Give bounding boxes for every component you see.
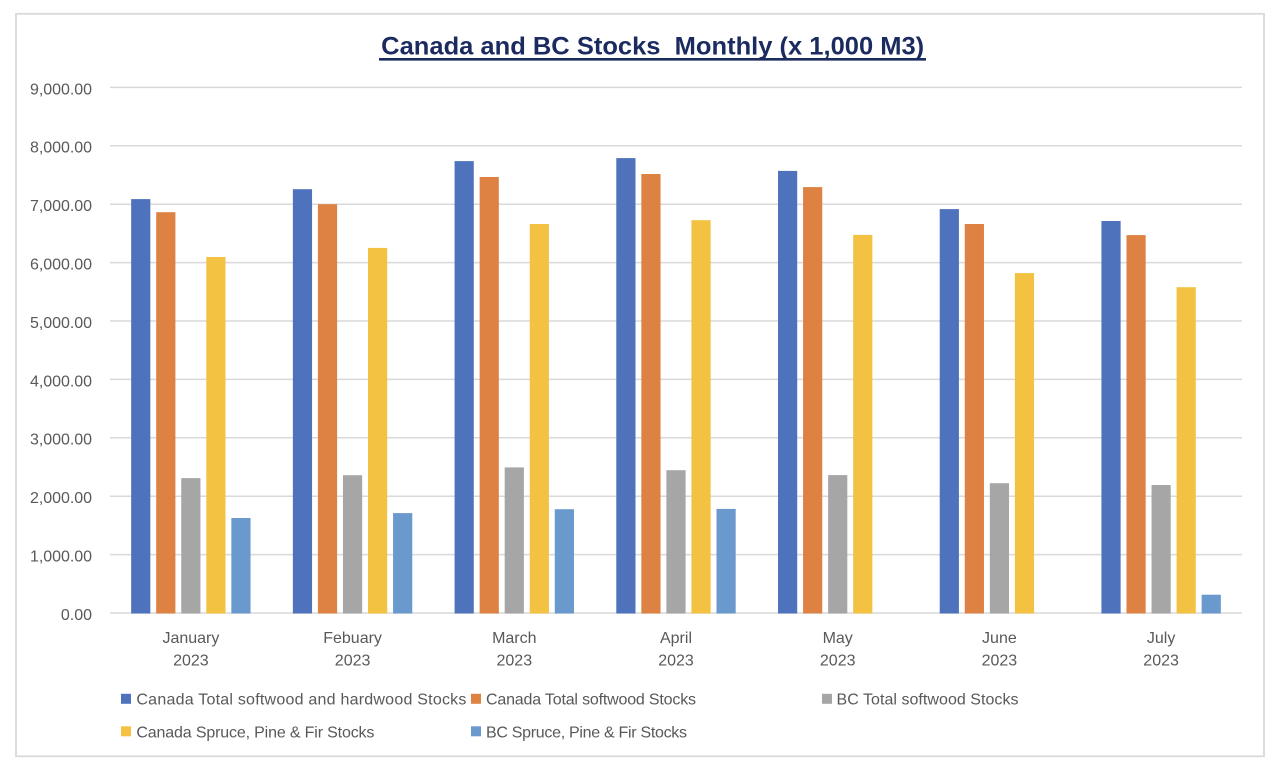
svg-text:6,000.00: 6,000.00 (30, 257, 92, 274)
svg-text:9,000.00: 9,000.00 (30, 81, 92, 98)
svg-text:2023: 2023 (982, 652, 1018, 669)
svg-text:January: January (162, 630, 219, 647)
svg-text:4,000.00: 4,000.00 (30, 373, 92, 390)
svg-text:8,000.00: 8,000.00 (30, 140, 92, 157)
svg-text:5,000.00: 5,000.00 (30, 315, 92, 332)
svg-text:June: June (982, 630, 1017, 647)
svg-text:March: March (492, 630, 536, 647)
svg-text:2023: 2023 (1143, 652, 1179, 669)
svg-text:2023: 2023 (820, 652, 856, 669)
svg-text:1,000.00: 1,000.00 (30, 549, 92, 566)
svg-text:Canada Spruce, Pine & Fir Stoc: Canada Spruce, Pine & Fir Stocks (136, 725, 374, 742)
svg-text:Canada Total softwood Stocks: Canada Total softwood Stocks (486, 691, 696, 708)
svg-text:Canada Total softwood and hard: Canada Total softwood and hardwood Stock… (136, 691, 466, 708)
svg-text:0.00: 0.00 (61, 607, 92, 624)
svg-text:BC Total softwood Stocks: BC Total softwood Stocks (837, 691, 1019, 708)
svg-text:Febuary: Febuary (323, 630, 382, 647)
svg-text:2023: 2023 (658, 652, 694, 669)
svg-text:April: April (660, 630, 692, 647)
svg-text:2023: 2023 (173, 652, 209, 669)
svg-text:7,000.00: 7,000.00 (30, 198, 92, 215)
svg-text:2,000.00: 2,000.00 (30, 490, 92, 507)
svg-text:May: May (823, 630, 853, 647)
svg-text:2023: 2023 (335, 652, 371, 669)
svg-text:BC Spruce, Pine & Fir Stocks: BC Spruce, Pine & Fir Stocks (486, 725, 687, 742)
svg-text:2023: 2023 (497, 652, 533, 669)
svg-text:July: July (1147, 630, 1175, 647)
svg-text:Canada and BC Stocks Monthly: Canada and BC Stocks Monthly (x 1,000 M3… (381, 33, 924, 61)
svg-text:3,000.00: 3,000.00 (30, 432, 92, 449)
